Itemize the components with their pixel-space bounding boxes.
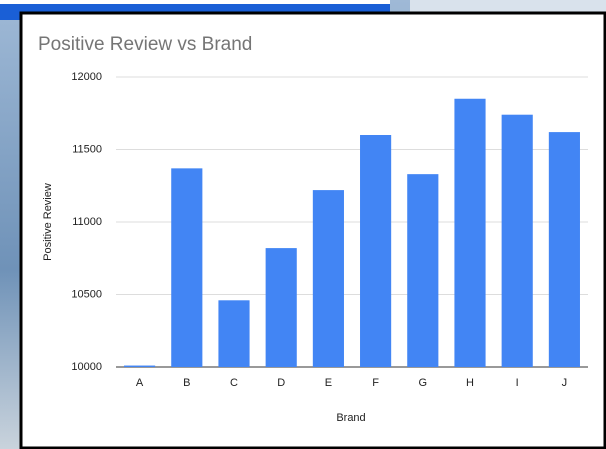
bar bbox=[454, 98, 486, 367]
bar bbox=[265, 248, 297, 367]
bar bbox=[171, 168, 203, 367]
x-tick-label: G bbox=[419, 377, 428, 389]
x-tick-label: F bbox=[372, 377, 379, 389]
bar bbox=[312, 190, 344, 367]
x-tick-label: J bbox=[562, 377, 568, 389]
x-tick-label: H bbox=[466, 377, 474, 389]
bar bbox=[407, 174, 439, 367]
bar bbox=[218, 300, 250, 367]
x-tick-label: C bbox=[230, 377, 238, 389]
y-tick-label: 11500 bbox=[72, 143, 102, 155]
bar bbox=[501, 114, 533, 367]
y-tick-label: 11000 bbox=[72, 216, 102, 228]
x-tick-label: E bbox=[325, 377, 332, 389]
y-tick-label: 10500 bbox=[71, 288, 102, 300]
bar bbox=[548, 132, 580, 367]
bar bbox=[124, 365, 156, 367]
x-axis-label: Brand bbox=[336, 412, 365, 424]
x-tick-label: A bbox=[136, 377, 144, 389]
y-tick-label: 12000 bbox=[71, 71, 102, 83]
x-tick-label: I bbox=[516, 377, 519, 389]
y-tick-label: 10000 bbox=[71, 361, 102, 373]
chart-title: Positive Review vs Brand bbox=[38, 34, 252, 55]
bar bbox=[360, 135, 392, 367]
x-tick-label: B bbox=[183, 377, 190, 389]
top-right-bg bbox=[410, 0, 606, 14]
top-strip-light bbox=[0, 0, 390, 4]
x-tick-label: D bbox=[277, 377, 285, 389]
y-axis-label: Positive Review bbox=[42, 183, 54, 261]
